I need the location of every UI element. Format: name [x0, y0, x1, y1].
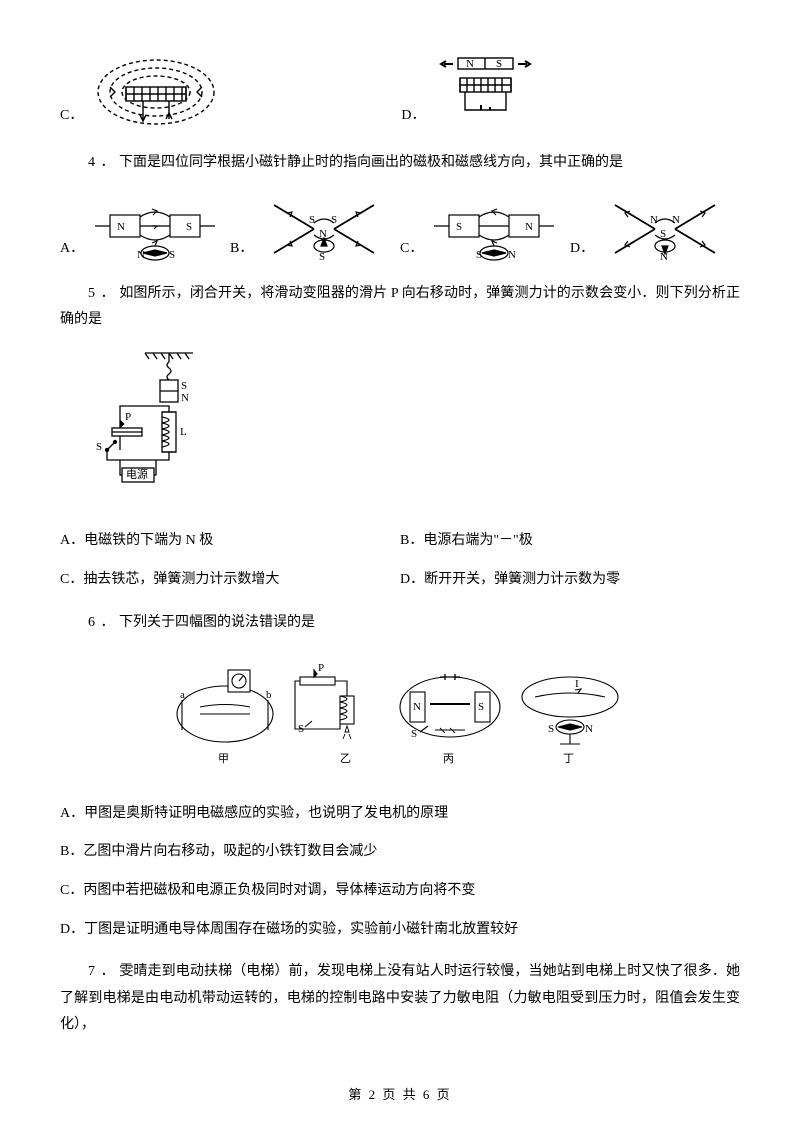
- question-7-number: 7 ．: [88, 964, 116, 979]
- q6-option-c: C．丙图中若把磁极和电源正负极同时对调，导体棒运动方向将不变: [60, 878, 740, 905]
- svg-text:乙: 乙: [340, 752, 351, 765]
- svg-text:N: N: [650, 214, 658, 226]
- q4-option-b: B． S S N S: [230, 193, 400, 263]
- svg-text:S: S: [411, 728, 417, 740]
- solenoid-field-lines-icon: [91, 55, 221, 130]
- question-4-number: 4 ．: [88, 155, 116, 170]
- question-5: 5 ． 如图所示，闭合开关，将滑动变阻器的滑片 P 向右移动时，弹簧测力计的示数…: [60, 281, 740, 334]
- svg-text:S: S: [309, 214, 315, 226]
- svg-text:S: S: [478, 701, 484, 713]
- svg-text:S: S: [496, 58, 502, 70]
- svg-text:N: N: [466, 58, 474, 70]
- q4-option-c: C． S N S N: [400, 193, 570, 263]
- electromagnet-circuit-icon: S N L P S 电源: [90, 350, 220, 500]
- question-6-figure: a b 甲 P S 乙 N: [60, 652, 740, 783]
- magnet-compass-d-icon: N N S N: [600, 193, 730, 263]
- question-5-text: 如图所示，闭合开关，将滑动变阻器的滑片 P 向右移动时，弹簧测力计的示数会变小．…: [60, 286, 740, 328]
- q5-option-b: B．电源右端为"－"极: [400, 528, 740, 555]
- q4-option-b-label: B．: [230, 236, 253, 263]
- q6-option-a: A．甲图是奥斯特证明电磁感应的实验，也说明了发电机的原理: [60, 801, 740, 828]
- question-5-figure: S N L P S 电源: [90, 350, 740, 511]
- svg-text:I: I: [575, 678, 579, 690]
- svg-text:S: S: [319, 251, 325, 263]
- q4-option-a-label: A．: [60, 236, 84, 263]
- svg-text:甲: 甲: [218, 753, 229, 765]
- svg-text:S: S: [298, 723, 304, 735]
- question-7: 7 ． 雯晴走到电动扶梯（电梯）前，发现电梯上没有站人时运行较慢，当她站到电梯上…: [60, 959, 740, 1039]
- page-number: 第 2 页 共 6 页: [348, 1087, 451, 1102]
- q6-option-b: B．乙图中滑片向右移动，吸起的小铁钉数目会减少: [60, 839, 740, 866]
- q4-option-d: D． N N S N: [570, 193, 740, 263]
- option-c-label: C．: [60, 103, 83, 130]
- svg-text:N: N: [672, 214, 680, 226]
- q4-option-d-label: D．: [570, 236, 594, 263]
- svg-text:S: S: [186, 221, 192, 233]
- q5-option-a: A．电磁铁的下端为 N 极: [60, 528, 400, 555]
- four-experiments-icon: a b 甲 P S 乙 N: [170, 652, 630, 772]
- question-6-number: 6 ．: [88, 615, 116, 630]
- svg-text:N: N: [137, 249, 145, 261]
- option-d-label: D．: [401, 103, 425, 130]
- svg-text:电源: 电源: [126, 467, 148, 481]
- svg-text:S: S: [476, 249, 482, 261]
- solenoid-bar-magnet-icon: N S: [433, 50, 538, 130]
- previous-option-c: C．: [60, 55, 221, 130]
- svg-text:P: P: [318, 662, 324, 674]
- svg-text:L: L: [180, 426, 187, 438]
- question-5-number: 5 ．: [88, 286, 116, 301]
- page-footer: 第 2 页 共 6 页: [0, 1083, 800, 1108]
- svg-text:N: N: [413, 701, 421, 713]
- previous-option-d: D． N S: [401, 50, 538, 130]
- svg-text:a: a: [180, 689, 185, 701]
- question-6-text: 下列关于四幅图的说法错误的是: [119, 615, 315, 630]
- svg-text:S: S: [96, 441, 102, 453]
- svg-text:S: S: [548, 723, 554, 735]
- svg-text:P: P: [125, 411, 131, 423]
- q4-option-c-label: C．: [400, 236, 423, 263]
- svg-text:N: N: [525, 221, 533, 233]
- svg-text:S: S: [456, 221, 462, 233]
- q5-option-d: D．断开开关，弹簧测力计示数为零: [400, 567, 740, 594]
- magnet-compass-a-icon: N S N S: [90, 193, 220, 263]
- svg-text:b: b: [266, 689, 272, 701]
- svg-text:S: S: [331, 214, 337, 226]
- q5-option-c: C．抽去铁芯，弹簧测力计示数增大: [60, 567, 400, 594]
- question-7-text: 雯晴走到电动扶梯（电梯）前，发现电梯上没有站人时运行较慢，当她站到电梯上时又快了…: [60, 964, 740, 1032]
- question-4: 4 ． 下面是四位同学根据小磁针静止时的指向画出的磁极和磁感线方向，其中正确的是: [60, 150, 740, 177]
- svg-text:N: N: [319, 228, 327, 240]
- question-6: 6 ． 下列关于四幅图的说法错误的是: [60, 610, 740, 637]
- magnet-compass-b-icon: S S N S: [259, 193, 389, 263]
- svg-text:S: S: [181, 380, 187, 392]
- question-4-options: A． N S N S B．: [60, 193, 740, 263]
- q4-option-a: A． N S N S: [60, 193, 230, 263]
- svg-text:N: N: [117, 221, 125, 233]
- magnet-compass-c-icon: S N S N: [429, 193, 559, 263]
- previous-options-row: C． D． N S: [60, 50, 740, 130]
- q6-option-d: D．丁图是证明通电导体周围存在磁场的实验，实验前小磁针南北放置较好: [60, 917, 740, 944]
- svg-text:N: N: [181, 392, 189, 404]
- q5-options-row-1: A．电磁铁的下端为 N 极 B．电源右端为"－"极: [60, 528, 740, 555]
- svg-text:N: N: [508, 249, 516, 261]
- svg-text:N: N: [660, 251, 668, 263]
- question-4-text: 下面是四位同学根据小磁针静止时的指向画出的磁极和磁感线方向，其中正确的是: [119, 155, 623, 170]
- q5-options-row-2: C．抽去铁芯，弹簧测力计示数增大 D．断开开关，弹簧测力计示数为零: [60, 567, 740, 594]
- svg-text:丙: 丙: [443, 753, 454, 765]
- svg-text:丁: 丁: [563, 753, 574, 765]
- svg-text:N: N: [585, 723, 593, 735]
- svg-text:S: S: [660, 228, 666, 240]
- svg-text:S: S: [169, 249, 175, 261]
